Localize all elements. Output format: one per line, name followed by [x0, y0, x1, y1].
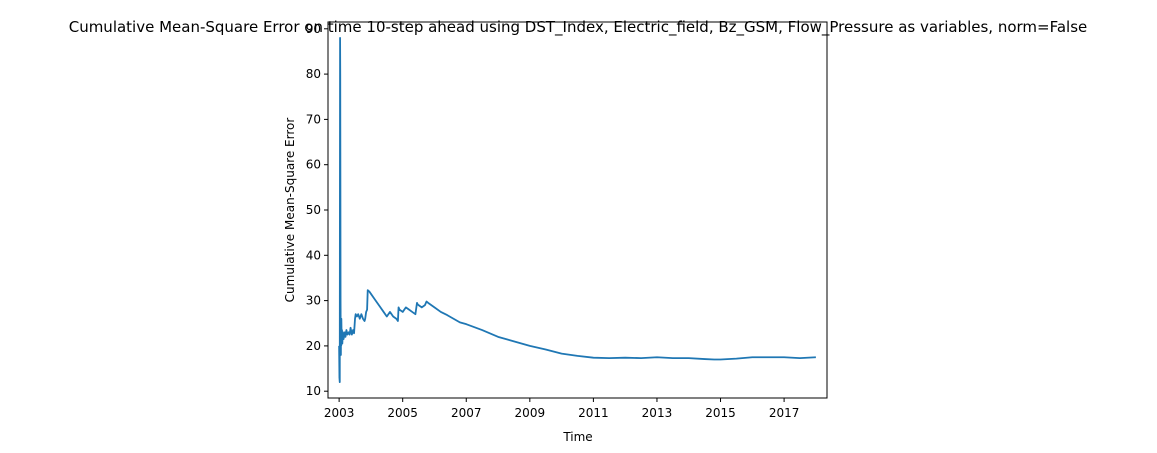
x-tick-label: 2017 [769, 406, 800, 420]
y-tick-label: 60 [306, 158, 321, 172]
x-axis: 2003 2005 2007 2009 2011 2013 2015 2017 [324, 398, 800, 420]
y-tick-label: 90 [306, 22, 321, 36]
x-tick-label: 2005 [387, 406, 418, 420]
y-tick-label: 50 [306, 203, 321, 217]
series-line [338, 36, 816, 384]
y-axis-label: Cumulative Mean-Square Error [283, 118, 297, 303]
y-tick-label: 20 [306, 339, 321, 353]
x-tick-label: 2013 [642, 406, 673, 420]
x-tick-label: 2009 [515, 406, 546, 420]
y-tick-label: 80 [306, 67, 321, 81]
y-axis: 10 20 30 40 50 60 70 80 90 [306, 22, 328, 398]
axes-frame [327, 21, 828, 399]
x-axis-label: Time [562, 430, 592, 444]
x-tick-label: 2003 [324, 406, 355, 420]
y-tick-label: 30 [306, 294, 321, 308]
y-tick-label: 70 [306, 112, 321, 126]
y-tick-label: 10 [306, 384, 321, 398]
x-tick-label: 2015 [705, 406, 736, 420]
x-tick-label: 2007 [451, 406, 482, 420]
plot-area [327, 21, 828, 399]
x-tick-label: 2011 [578, 406, 609, 420]
chart-title: Cumulative Mean-Square Error on time 10-… [69, 18, 1088, 37]
y-tick-label: 40 [306, 248, 321, 262]
